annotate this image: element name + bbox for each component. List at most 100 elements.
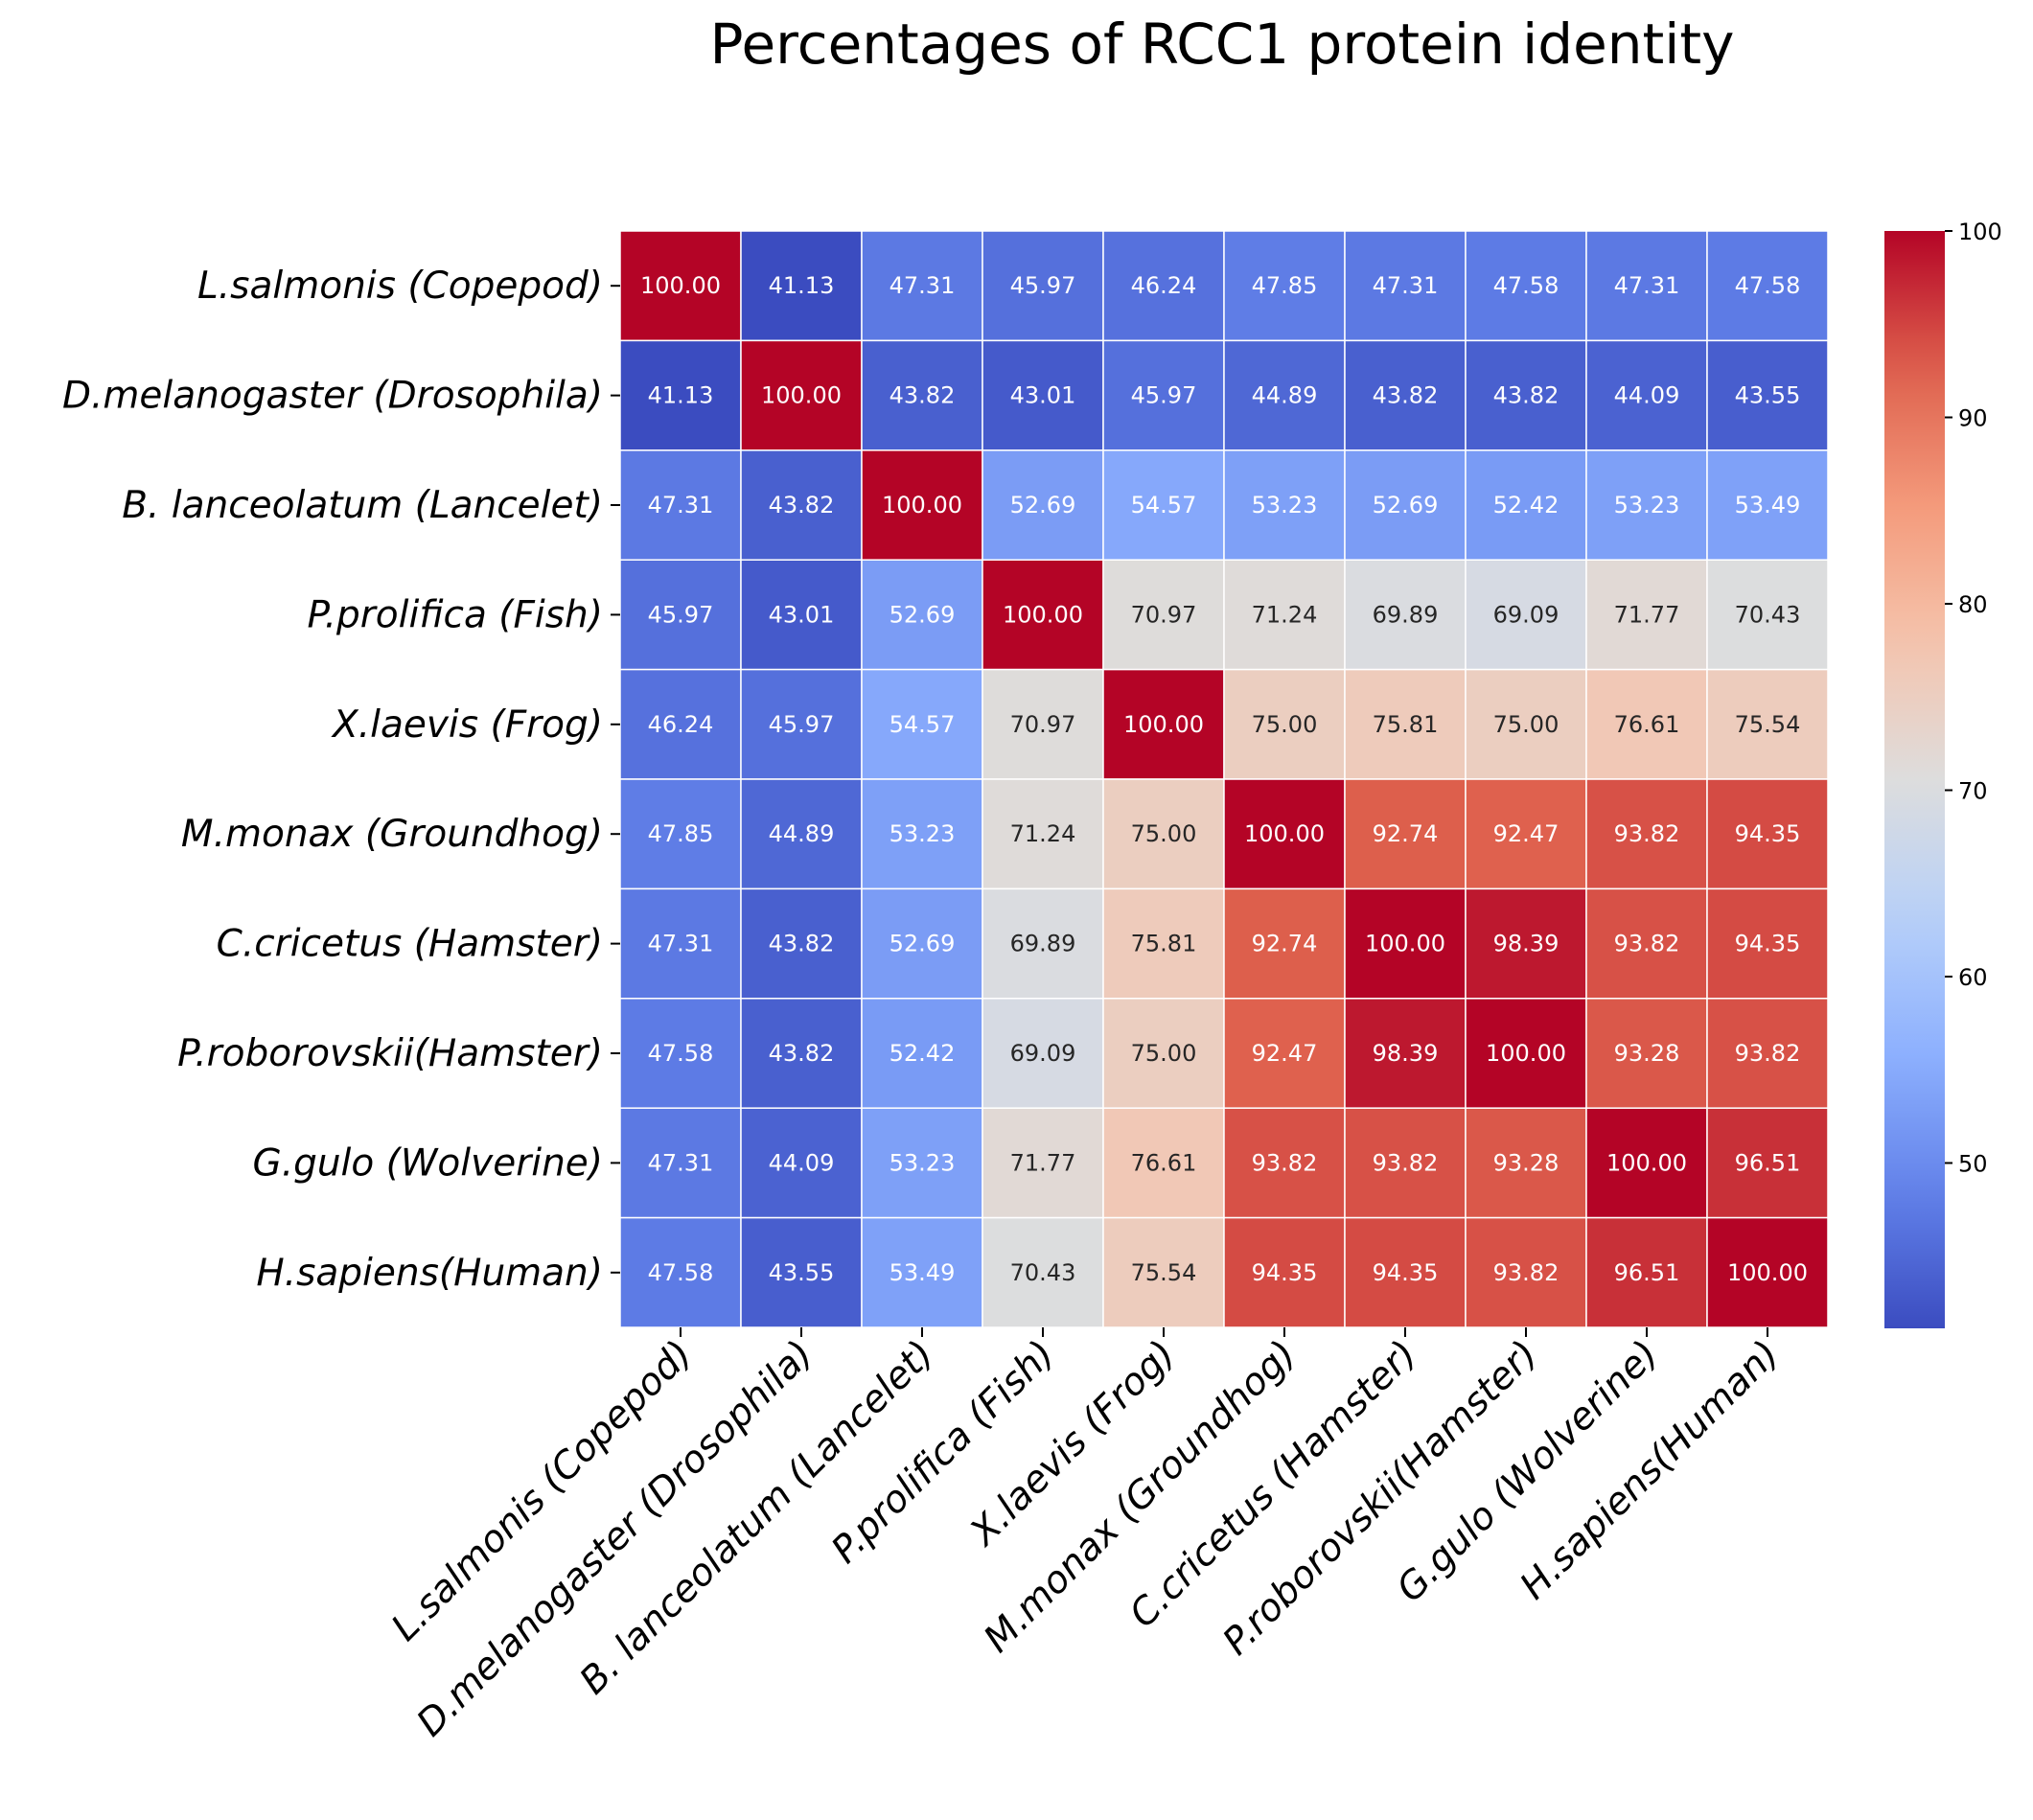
cell-annotation: 93.82	[1614, 820, 1680, 847]
cell-annotation: 71.77	[1010, 1149, 1076, 1176]
heatmap-cell	[740, 1107, 863, 1219]
heatmap-cell	[861, 339, 983, 451]
heatmap-cell	[1223, 339, 1346, 451]
heatmap-cell	[861, 449, 983, 561]
cell-annotation: 52.42	[889, 1040, 956, 1067]
colorbar-tick-label: 70	[1958, 777, 1988, 804]
cell-annotation: 92.74	[1252, 931, 1318, 957]
cell-annotation: 100.00	[1003, 601, 1083, 628]
cell-annotation: 94.35	[1252, 1259, 1318, 1286]
heatmap-cell	[1344, 559, 1467, 671]
cell-annotation: 70.97	[1131, 601, 1197, 628]
cell-annotation: 75.00	[1493, 711, 1559, 738]
heatmap-cell	[1223, 887, 1346, 1000]
cell-annotation: 100.00	[1244, 820, 1325, 847]
heatmap-cell	[1465, 887, 1587, 1000]
heatmap-cell	[861, 778, 983, 890]
cell-annotation: 47.31	[648, 492, 714, 518]
heatmap-cell	[1465, 1107, 1587, 1219]
heatmap-cell	[1223, 668, 1346, 780]
cell-annotation: 100.00	[882, 492, 962, 518]
heatmap-cell	[619, 1216, 742, 1328]
y-tick-label: H.sapiens(Human)	[256, 1252, 603, 1295]
cell-annotation: 47.31	[1373, 272, 1439, 299]
heatmap-cell	[1102, 668, 1225, 780]
heatmap-cell	[1223, 230, 1346, 342]
cell-annotation: 53.23	[1252, 492, 1318, 518]
heatmap-cell	[982, 1107, 1104, 1219]
cell-annotation: 94.35	[1735, 931, 1801, 957]
cell-annotation: 43.82	[1373, 382, 1439, 409]
colorbar-tick-label: 80	[1958, 591, 1988, 618]
heatmap-cell	[1344, 668, 1467, 780]
heatmap-cell	[1706, 887, 1829, 1000]
cell-annotation: 47.58	[648, 1259, 714, 1286]
heatmap-cell	[619, 887, 742, 1000]
heatmap-cell	[1585, 778, 1708, 890]
cell-annotation: 100.00	[1727, 1259, 1808, 1286]
heatmap-cell	[1706, 339, 1829, 451]
heatmap-cell	[1102, 1216, 1225, 1328]
cell-annotation: 75.00	[1131, 820, 1197, 847]
cell-annotation: 93.82	[1252, 1149, 1318, 1176]
cell-annotation: 100.00	[1123, 711, 1204, 738]
y-tick-label: D.melanogaster (Drosophila)	[62, 375, 603, 418]
cell-annotation: 52.69	[1010, 492, 1076, 518]
cell-annotation: 71.77	[1614, 601, 1680, 628]
y-tick-label: M.monax (Groundhog)	[181, 813, 603, 856]
cell-annotation: 75.54	[1735, 711, 1801, 738]
cell-annotation: 43.82	[769, 492, 835, 518]
cell-annotation: 54.57	[889, 711, 956, 738]
cell-annotation: 47.31	[648, 1149, 714, 1176]
cell-annotation: 45.97	[648, 601, 714, 628]
x-tick-label: X.laevis (Frog)	[960, 1332, 1184, 1555]
heatmap-cell	[1585, 559, 1708, 671]
heatmap-cell	[740, 1216, 863, 1328]
heatmap-cell	[1706, 998, 1829, 1109]
cell-annotation: 47.31	[1614, 272, 1680, 299]
heatmap-cell	[1465, 998, 1587, 1109]
cell-annotation: 100.00	[1486, 1040, 1566, 1067]
cell-annotation: 45.97	[769, 711, 835, 738]
cell-annotation: 71.24	[1252, 601, 1318, 628]
cell-annotation: 93.28	[1614, 1040, 1680, 1067]
heatmap-cell	[861, 998, 983, 1109]
cell-annotation: 76.61	[1614, 711, 1680, 738]
cell-annotation: 52.69	[889, 601, 956, 628]
cell-annotation: 43.55	[1735, 382, 1801, 409]
cell-annotation: 93.82	[1614, 931, 1680, 957]
cell-annotation: 44.09	[769, 1149, 835, 1176]
heatmap-cell	[1344, 339, 1467, 451]
cell-annotation: 100.00	[761, 382, 842, 409]
heatmap-cell	[1223, 559, 1346, 671]
cell-annotation: 75.81	[1131, 931, 1197, 957]
heatmap-cell	[619, 559, 742, 671]
heatmap-cell	[740, 998, 863, 1109]
cell-annotation: 43.55	[769, 1259, 835, 1286]
cell-annotation: 69.89	[1373, 601, 1439, 628]
cell-annotation: 70.97	[1010, 711, 1076, 738]
heatmap-cell	[1223, 998, 1346, 1109]
heatmap-cell	[982, 339, 1104, 451]
cell-annotation: 47.85	[648, 820, 714, 847]
cell-annotation: 92.47	[1252, 1040, 1318, 1067]
cell-annotation: 70.43	[1735, 601, 1801, 628]
cell-annotation: 52.69	[1373, 492, 1439, 518]
colorbar-tick-label: 50	[1958, 1150, 1988, 1177]
cell-annotation: 43.01	[1010, 382, 1076, 409]
cell-annotation: 93.82	[1735, 1040, 1801, 1067]
y-tick-label: C.cricetus (Hamster)	[217, 923, 603, 966]
cell-annotation: 47.58	[1493, 272, 1559, 299]
heatmap-cell	[1706, 449, 1829, 561]
heatmap-cell	[1223, 778, 1346, 890]
heatmap-cell	[1465, 559, 1587, 671]
heatmap-cell	[982, 778, 1104, 890]
heatmap-cell	[1465, 230, 1587, 342]
colorbar-gradient	[1884, 231, 1945, 1328]
cell-annotation: 93.82	[1373, 1149, 1439, 1176]
cell-annotation: 47.85	[1252, 272, 1318, 299]
cell-annotation: 93.82	[1493, 1259, 1559, 1286]
y-tick-label: G.gulo (Wolverine)	[252, 1141, 603, 1185]
heatmap-cell	[1706, 230, 1829, 342]
